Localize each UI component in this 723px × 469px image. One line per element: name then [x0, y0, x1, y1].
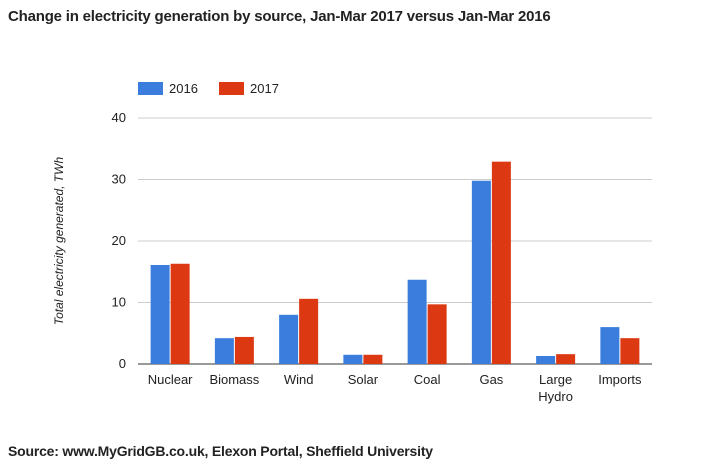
y-tick-label: 30	[112, 172, 126, 187]
legend-swatch-2016	[138, 82, 163, 95]
legend: 2016 2017	[138, 81, 279, 96]
y-tick-label: 10	[112, 295, 126, 310]
x-tick-label: Wind	[284, 372, 314, 387]
bar-2016-coal	[407, 279, 427, 364]
bar-2016-solar	[343, 354, 363, 364]
bar-2016-large-hydro	[536, 356, 556, 364]
x-tick-label: Imports	[598, 372, 642, 387]
bar-2016-imports	[600, 327, 620, 364]
y-axis-ticks: 0 10 20 30 40	[112, 110, 126, 371]
x-tick-label: Gas	[479, 372, 503, 387]
bar-2016-biomass	[214, 338, 234, 364]
x-tick-label: Biomass	[209, 372, 259, 387]
x-axis-ticks: Nuclear Biomass Wind Solar Coal Gas Large Hydro…	[148, 372, 642, 404]
bar-2017-gas	[491, 161, 511, 364]
x-tick-label: Coal	[414, 372, 441, 387]
legend-label-2017: 2017	[250, 81, 279, 96]
y-tick-label: 0	[119, 356, 126, 371]
bar-2017-biomass	[234, 336, 254, 364]
gridlines	[138, 117, 652, 365]
source-note: Source: www.MyGridGB.co.uk, Elexon Porta…	[8, 443, 433, 459]
bar-2017-large-hydro	[556, 354, 576, 364]
bar-2016-wind	[279, 314, 299, 364]
bar-2017-coal	[427, 304, 447, 364]
bar-2017-wind	[299, 298, 319, 364]
x-tick-label: Solar	[348, 372, 379, 387]
bar-2016-gas	[471, 180, 491, 364]
x-tick-label: Large Hydro	[538, 372, 573, 404]
bar-2017-nuclear	[170, 263, 190, 364]
y-tick-label: 40	[112, 110, 126, 125]
bar-2017-solar	[363, 354, 383, 364]
bar-2016-nuclear	[150, 264, 170, 364]
chart-title: Change in electricity generation by sour…	[8, 8, 551, 25]
legend-swatch-2017	[219, 82, 244, 95]
bar-2017-imports	[620, 338, 640, 364]
x-tick-label: Nuclear	[148, 372, 193, 387]
bars	[150, 161, 640, 364]
y-axis-label: Total electricity generated, TWh	[52, 157, 66, 326]
y-tick-label: 20	[112, 233, 126, 248]
legend-label-2016: 2016	[169, 81, 198, 96]
